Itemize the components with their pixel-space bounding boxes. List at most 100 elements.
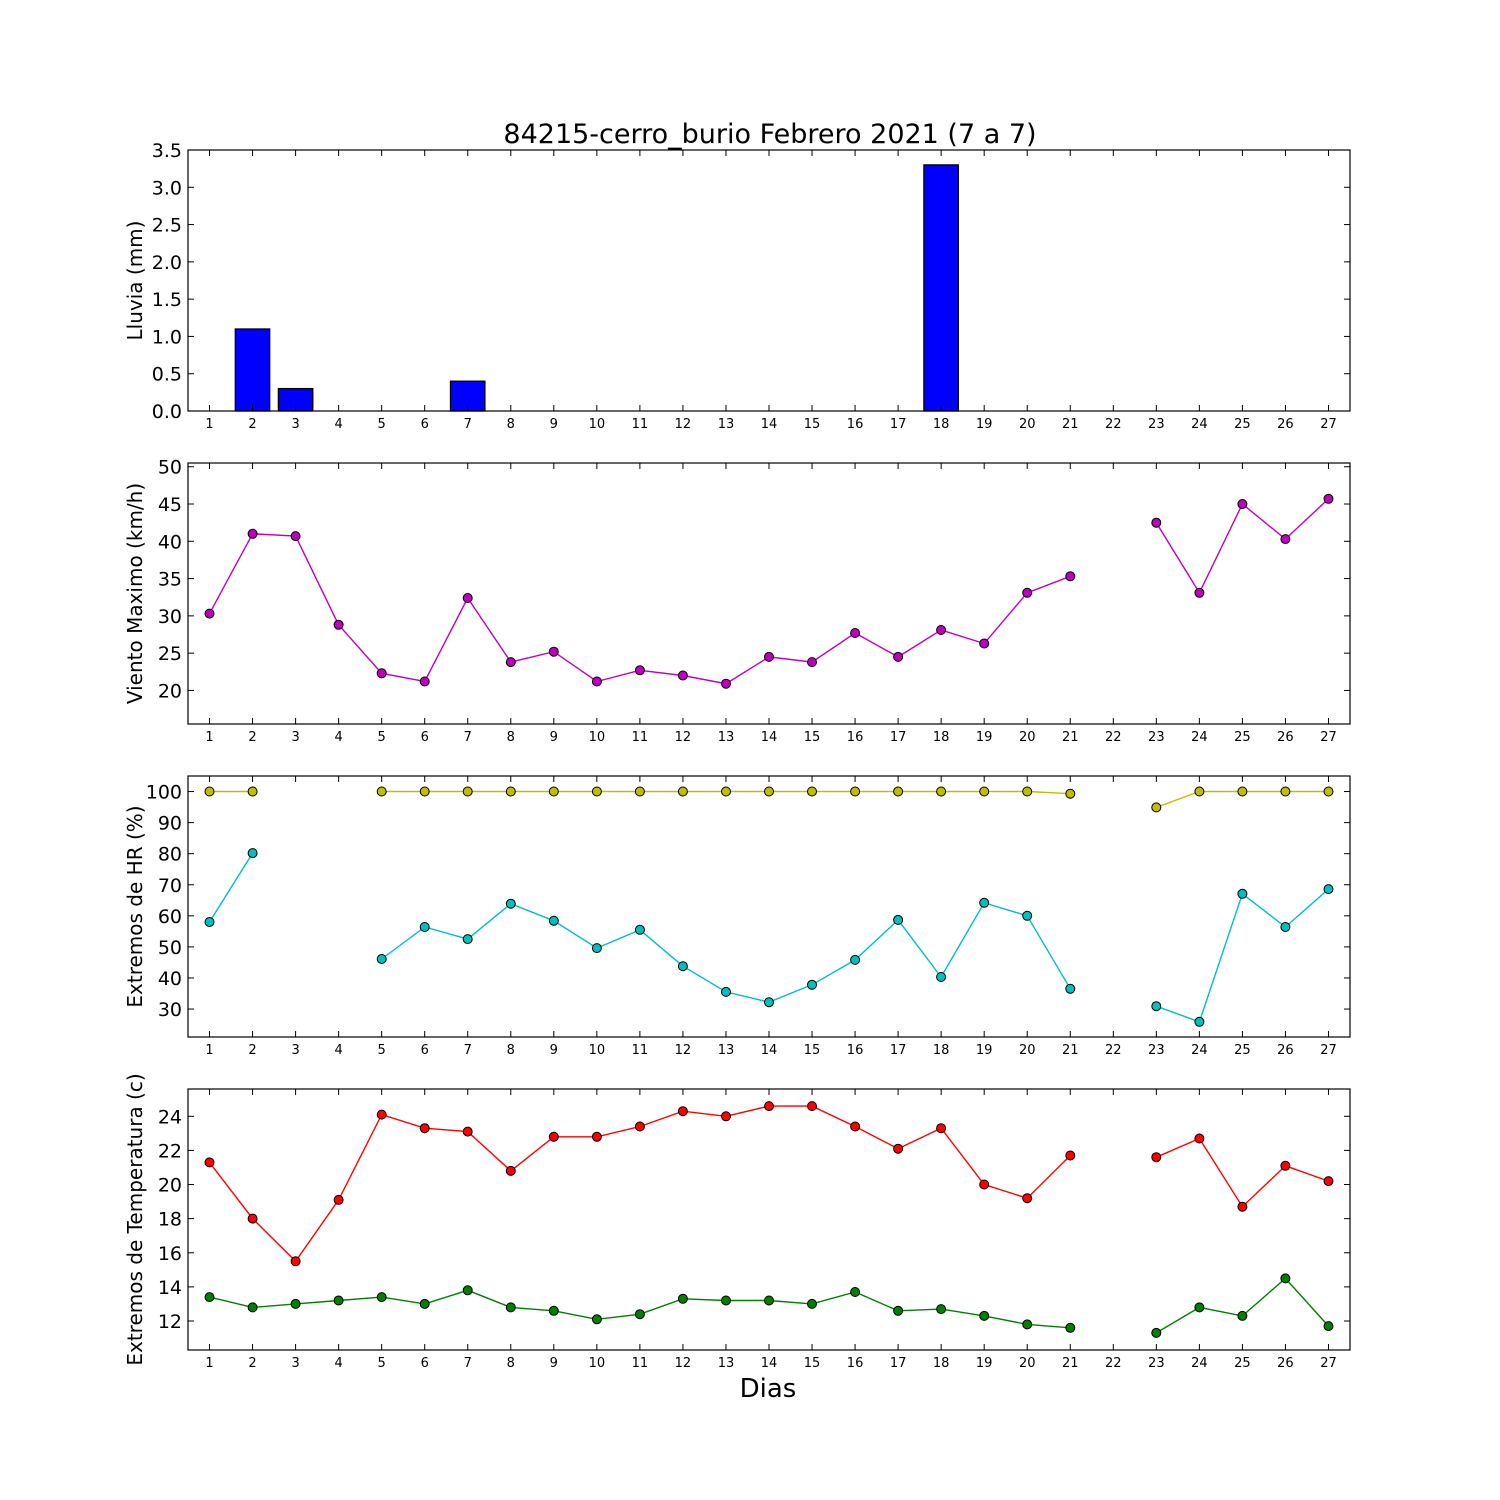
series-1-point-day-8 — [505, 1302, 516, 1313]
series-0-point-day-2 — [247, 528, 258, 539]
series-0-point-day-21 — [1065, 571, 1076, 582]
y-tick-label: 2.5 — [152, 215, 182, 237]
series-0-point-day-20 — [1022, 587, 1033, 598]
series-1-point-day-8 — [505, 898, 516, 909]
series-1-point-day-6 — [419, 1298, 430, 1309]
series-1-point-day-18 — [936, 972, 947, 982]
series-0-point-day-18 — [936, 786, 947, 797]
x-tick-label: 15 — [804, 730, 821, 745]
series-0-point-day-3 — [290, 531, 301, 542]
y-tick-label: 24 — [158, 1106, 182, 1128]
series-0-point-day-3 — [290, 1256, 301, 1267]
x-tick-label: 6 — [421, 417, 429, 432]
series-1-point-day-10 — [591, 943, 602, 954]
y-tick-label: 16 — [158, 1243, 182, 1265]
series-0-point-day-11 — [634, 1121, 645, 1132]
x-tick-label: 23 — [1148, 1356, 1165, 1371]
x-tick-label: 25 — [1234, 1043, 1251, 1058]
series-1-point-day-26 — [1280, 1273, 1291, 1284]
y-tick-label: 60 — [158, 906, 182, 928]
series-1-point-day-12 — [677, 1293, 688, 1304]
series-0-point-day-7 — [462, 786, 473, 797]
series-0-point-day-1 — [204, 608, 215, 619]
series-0-point-day-13 — [721, 678, 731, 689]
series-1-point-day-6 — [419, 922, 430, 932]
series-0-point-day-24 — [1194, 786, 1205, 797]
series-1-point-day-14 — [764, 997, 774, 1008]
series-1-point-day-26 — [1280, 922, 1291, 932]
series-0-point-day-9 — [548, 786, 559, 797]
series-0-point-day-19 — [979, 638, 990, 649]
series-1-point-day-24 — [1194, 1302, 1205, 1313]
series-1-point-day-7 — [462, 934, 473, 945]
series-0-point-day-27 — [1323, 1176, 1334, 1187]
x-tick-label: 7 — [464, 417, 472, 432]
series-1-point-day-5 — [376, 954, 387, 964]
series-0-point-day-21 — [1065, 788, 1076, 799]
series-0-point-day-24 — [1194, 1133, 1205, 1144]
x-tick-label: 13 — [718, 1356, 735, 1371]
x-tick-label: 10 — [589, 417, 606, 432]
x-tick-label: 3 — [291, 417, 299, 432]
x-tick-label: 12 — [675, 1356, 692, 1371]
chart-title: 84215-cerro_burio Febrero 2021 (7 a 7) — [503, 119, 1036, 150]
series-1-point-day-12 — [677, 961, 688, 972]
series-0-point-day-10 — [591, 786, 602, 797]
series-1-point-day-17 — [893, 914, 904, 925]
series-0-point-day-26 — [1280, 786, 1291, 797]
x-tick-label: 12 — [675, 730, 692, 745]
x-tick-label: 18 — [933, 1043, 950, 1058]
temperature-panel: 1 2 3 4 5 6 7 8 9 10 11 12 13 14 15 16 17 18 19 20 21 22 23 24 2… — [123, 1073, 1351, 1371]
x-tick-label: 22 — [1105, 1043, 1122, 1058]
x-tick-label: 9 — [550, 417, 558, 432]
series-0-point-day-4 — [333, 1194, 344, 1205]
x-tick-label: 11 — [632, 417, 649, 432]
x-tick-label: 24 — [1191, 730, 1208, 745]
x-tick-label: 10 — [589, 1356, 606, 1371]
x-tick-label: 7 — [464, 1356, 472, 1371]
y-tick-label: 0.5 — [152, 364, 182, 386]
x-tick-label: 20 — [1019, 730, 1036, 745]
x-tick-label: 19 — [976, 1356, 993, 1371]
series-1-point-day-1 — [204, 917, 215, 927]
series-1-point-day-3 — [290, 1298, 301, 1309]
series-0-point-day-19 — [979, 1179, 990, 1190]
x-tick-label: 3 — [291, 1043, 299, 1058]
y-tick-label: 40 — [158, 531, 182, 553]
y-tick-label: 1.5 — [152, 289, 182, 311]
series-1-point-day-20 — [1022, 1319, 1033, 1330]
x-tick-label: 1 — [205, 417, 213, 432]
x-tick-label: 6 — [421, 730, 429, 745]
x-tick-label: 14 — [761, 417, 778, 432]
x-tick-label: 27 — [1320, 1356, 1337, 1371]
series-0-point-day-27 — [1323, 786, 1334, 797]
x-tick-label: 15 — [804, 1356, 821, 1371]
x-tick-label: 6 — [421, 1356, 429, 1371]
series-0-point-day-18 — [936, 625, 947, 635]
series-1-line — [208, 852, 254, 923]
x-tick-label: 6 — [421, 1043, 429, 1058]
y-tick-label: 30 — [158, 606, 182, 628]
x-tick-label: 9 — [550, 730, 558, 745]
series-0-point-day-20 — [1022, 1193, 1033, 1204]
series-0-point-day-11 — [634, 786, 645, 797]
series-0-point-day-18 — [936, 1123, 947, 1134]
x-tick-label: 8 — [507, 1356, 515, 1371]
series-0-point-day-6 — [419, 676, 430, 687]
series-0-point-day-23 — [1151, 802, 1162, 813]
series-1-point-day-23 — [1151, 1327, 1162, 1338]
x-tick-label: 10 — [589, 1043, 606, 1058]
y-tick-label: 20 — [158, 1175, 182, 1197]
x-tick-label: 9 — [550, 1043, 558, 1058]
series-0-point-day-17 — [893, 1143, 904, 1154]
series-1-point-day-21 — [1065, 983, 1076, 994]
x-tick-label: 23 — [1148, 1043, 1165, 1058]
y-tick-label: 1.0 — [152, 326, 182, 348]
series-1-point-day-25 — [1237, 888, 1248, 899]
series-0-point-day-15 — [807, 657, 817, 668]
x-tick-label: 4 — [334, 1043, 342, 1058]
series-0-point-day-6 — [419, 786, 430, 797]
x-tick-label: 26 — [1277, 730, 1294, 745]
x-tick-label: 27 — [1320, 730, 1337, 745]
